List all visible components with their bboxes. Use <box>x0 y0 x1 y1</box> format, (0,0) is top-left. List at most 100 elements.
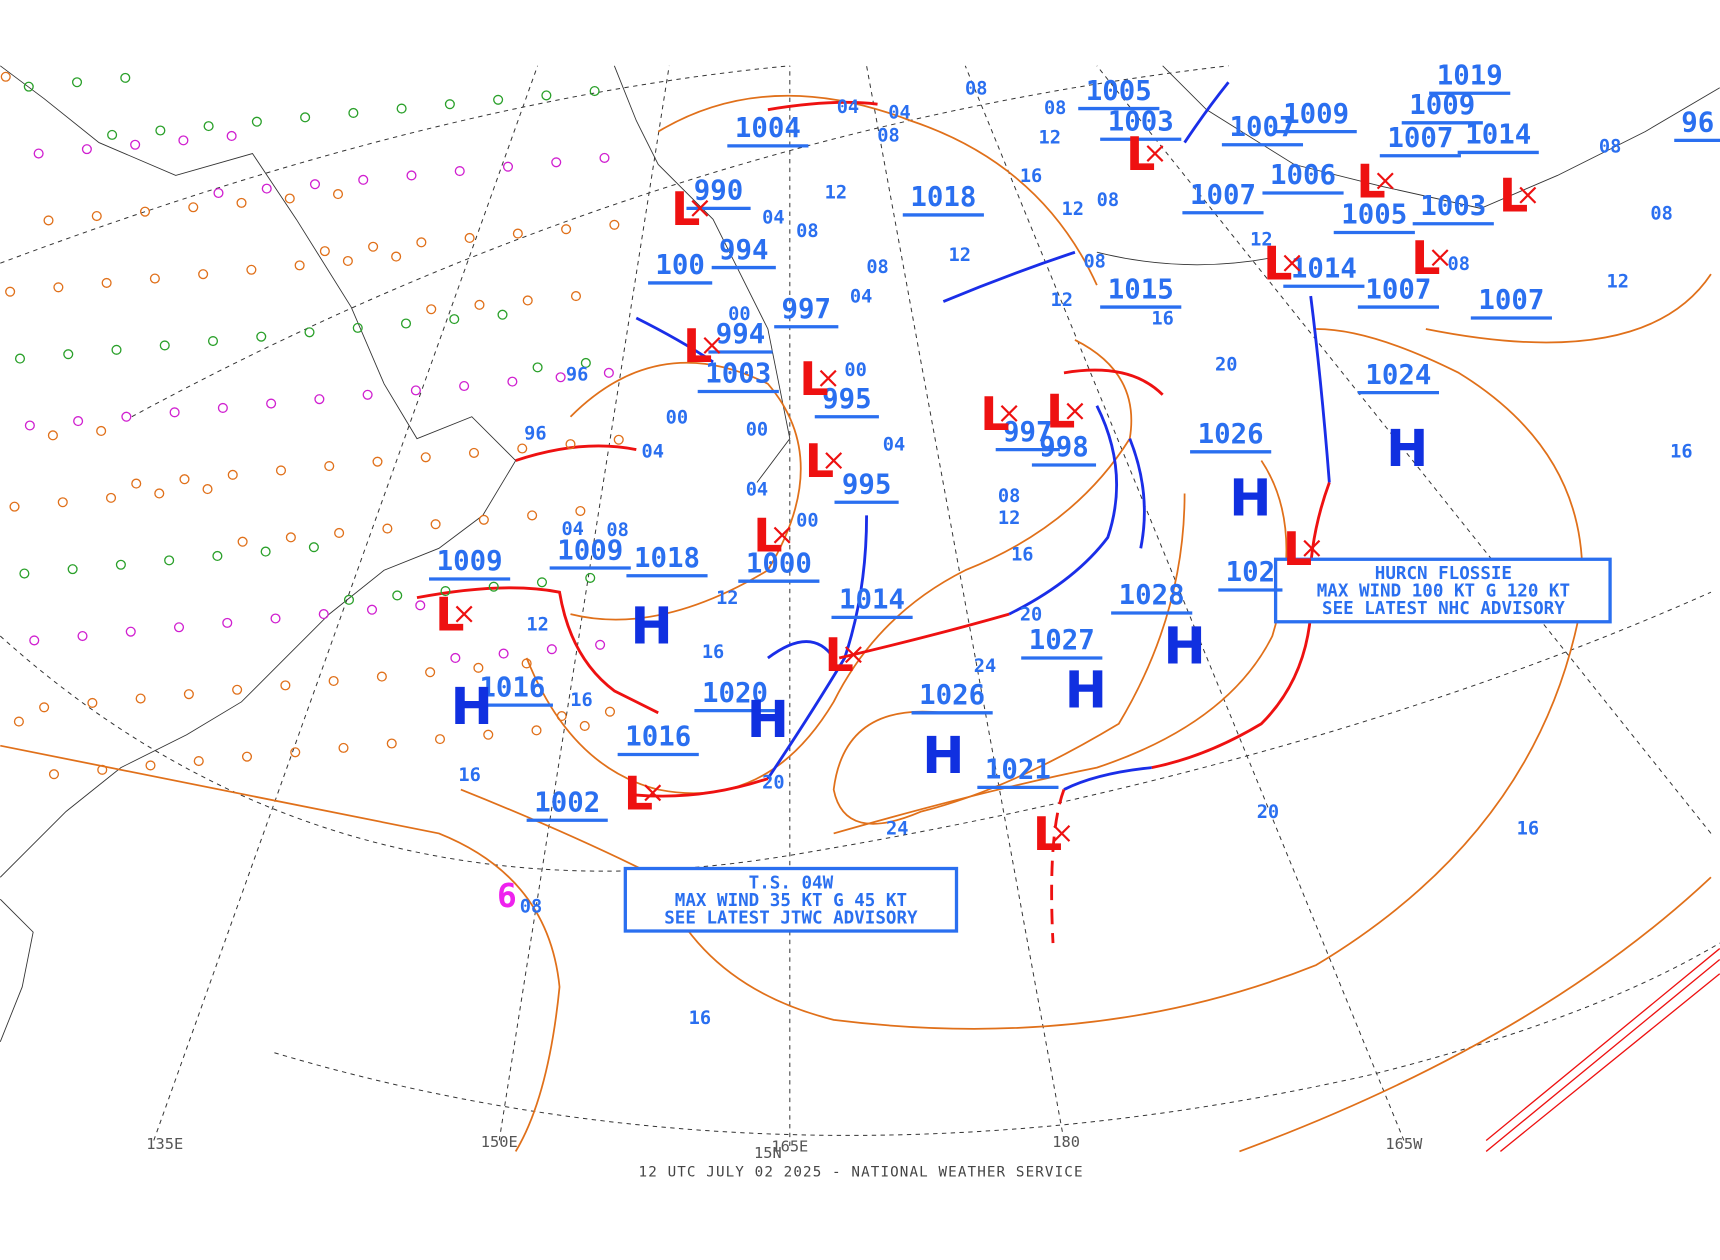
cold-front <box>767 640 835 660</box>
isobar-label: 24 <box>974 656 996 677</box>
station <box>73 416 84 427</box>
station <box>468 447 480 458</box>
station <box>565 439 576 450</box>
isobar-label: 16 <box>570 690 592 711</box>
low-center: L <box>1499 169 1528 223</box>
low-mark <box>1283 254 1301 272</box>
station <box>266 398 277 409</box>
pressure-label: 990 <box>694 176 744 207</box>
meridian <box>498 65 670 1141</box>
low-mark <box>1519 186 1537 204</box>
station <box>318 609 329 620</box>
pressure-label: 1024 <box>1365 360 1431 391</box>
isobar-label: 00 <box>844 360 866 381</box>
isobar-label: 08 <box>866 257 888 278</box>
pressure-label: 1007 <box>1190 180 1256 211</box>
station <box>372 456 383 467</box>
station <box>450 652 461 664</box>
station <box>23 81 34 92</box>
hatch <box>1485 948 1720 1152</box>
station <box>232 684 243 695</box>
isobar-label: 04 <box>888 102 910 123</box>
station <box>159 340 170 351</box>
high-center: H <box>922 726 964 785</box>
station <box>285 532 296 543</box>
pressure-label: 998 <box>1039 432 1089 463</box>
pressure-label: 1027 <box>1029 625 1095 656</box>
isobar-label: 04 <box>762 208 784 229</box>
pressure-label: 1007 <box>1478 285 1544 316</box>
isobar-label: 96 <box>566 365 588 386</box>
advisory-line: T.S. 04W <box>749 873 834 893</box>
low-mark <box>1431 249 1449 267</box>
station <box>440 586 451 597</box>
pressure-label: 1028 <box>1119 580 1185 611</box>
station <box>101 277 112 288</box>
station <box>368 241 379 252</box>
station <box>362 389 373 400</box>
station <box>406 170 417 181</box>
pressure-label: 1016 <box>479 672 545 703</box>
station <box>213 187 224 199</box>
warm-front <box>515 444 637 462</box>
low-mark <box>825 452 843 470</box>
station <box>343 594 355 605</box>
coast <box>0 898 34 1042</box>
isobar-label: 20 <box>762 772 784 793</box>
pressure-label: 1007 <box>1387 123 1453 154</box>
low-mark <box>773 526 791 544</box>
station <box>81 144 92 155</box>
station <box>425 667 436 678</box>
station <box>173 622 185 633</box>
advisory-box <box>623 866 959 933</box>
station <box>556 711 567 722</box>
isobar-label: 24 <box>886 819 908 840</box>
low-center: L <box>1263 237 1292 291</box>
pressure-label: 1026 <box>1198 419 1264 450</box>
station <box>585 572 596 583</box>
isobar-label: 08 <box>1650 203 1672 224</box>
low-mark <box>819 369 837 387</box>
station <box>308 542 319 553</box>
station <box>304 327 315 338</box>
pressure-label: 1000 <box>746 548 812 579</box>
pressure-label: 995 <box>842 469 892 500</box>
station <box>9 501 20 512</box>
latitude-label: 15N <box>754 1144 782 1162</box>
cold-front <box>1183 81 1230 144</box>
isobar-label: 12 <box>998 508 1020 529</box>
isobar-label: 96 <box>524 424 546 445</box>
station <box>222 617 233 628</box>
station <box>579 720 590 731</box>
station <box>24 420 35 431</box>
pressure-label: 997 <box>782 294 832 325</box>
station <box>459 380 470 392</box>
low-center: L <box>799 352 828 406</box>
station <box>178 135 189 146</box>
pressure-label: 1014 <box>1465 120 1531 151</box>
low-mark <box>455 605 473 623</box>
station <box>478 514 489 525</box>
warm-front <box>416 586 659 715</box>
coast <box>1096 251 1273 266</box>
isobar-label: 00 <box>666 407 688 428</box>
station <box>352 322 363 333</box>
station <box>328 675 339 687</box>
high-center: H <box>747 690 789 749</box>
station <box>507 376 518 387</box>
low-mark <box>1146 145 1164 162</box>
station <box>376 671 387 682</box>
longitude-label: 180 <box>1052 1133 1080 1151</box>
station <box>115 559 126 570</box>
station <box>67 564 78 575</box>
isobar-label: 00 <box>746 419 768 440</box>
isobar-label: 00 <box>728 304 750 325</box>
station <box>275 465 287 476</box>
advisory-2: HURCN FLOSSIE MAX WIND 100 KT G 120 KT S… <box>1273 557 1612 624</box>
warm-front <box>838 612 1010 660</box>
warm-front <box>1050 789 1066 944</box>
station <box>358 174 369 185</box>
isobar <box>657 94 1098 286</box>
station <box>531 725 542 736</box>
isobar-label: 08 <box>877 125 899 146</box>
